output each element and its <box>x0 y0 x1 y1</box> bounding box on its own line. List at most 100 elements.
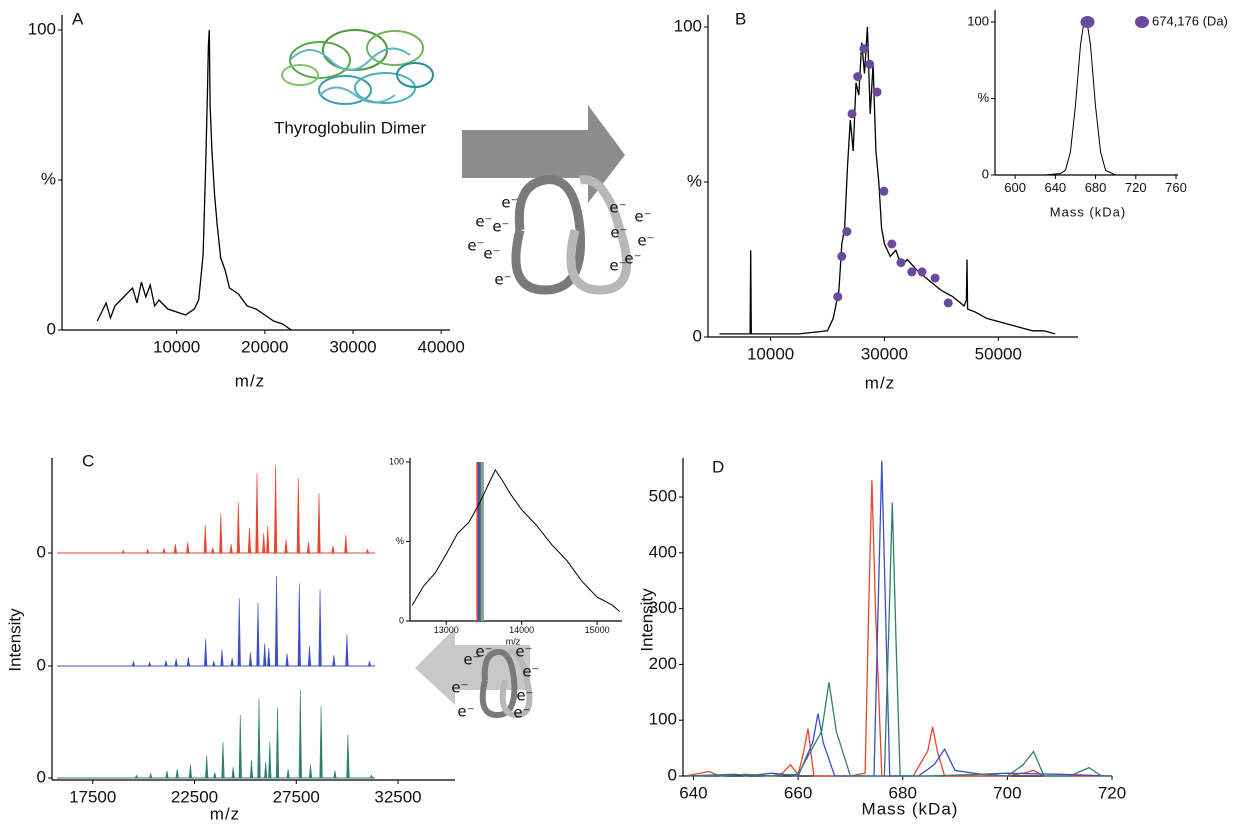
point <box>879 186 889 196</box>
panel-label: D <box>712 457 724 476</box>
electron-label: e⁻ <box>463 651 480 669</box>
peak <box>175 768 179 779</box>
peak <box>121 549 126 554</box>
peak <box>220 649 224 667</box>
point <box>887 239 897 249</box>
peak <box>273 464 278 554</box>
x-axis-label: m/z <box>235 371 265 390</box>
peak <box>162 547 166 554</box>
peak <box>333 770 337 779</box>
peak <box>268 741 272 779</box>
y-tick-label: 300 <box>649 598 677 617</box>
peak <box>275 707 280 779</box>
peak <box>331 545 335 554</box>
peak <box>248 652 253 667</box>
series-line <box>411 468 621 612</box>
y-tick-label: 0 <box>37 542 46 561</box>
peak <box>285 653 289 667</box>
x-tick-label: 40000 <box>418 337 465 356</box>
point <box>833 292 843 302</box>
electron-label: e⁻ <box>501 194 518 212</box>
panel-label: C <box>82 451 94 470</box>
point <box>847 109 857 119</box>
peak <box>306 542 311 554</box>
x-tick-label: 10000 <box>747 344 794 363</box>
y-tick-label: 100 <box>674 16 702 35</box>
point <box>837 251 847 261</box>
peak <box>164 660 168 667</box>
x-tick-label: 660 <box>784 783 812 802</box>
x-tick-label: 13000 <box>434 625 459 635</box>
peak <box>318 589 322 667</box>
protein-label: Thyroglobulin Dimer <box>274 118 426 137</box>
peak <box>369 774 374 779</box>
electron-label: e⁻ <box>610 224 627 242</box>
x-tick-label: 600 <box>1004 180 1026 195</box>
peak <box>131 660 136 667</box>
peak <box>298 689 302 779</box>
peak <box>134 774 139 779</box>
peak <box>308 764 313 779</box>
electron-label: e⁻ <box>475 213 492 231</box>
x-tick-label: 10000 <box>153 337 200 356</box>
point <box>943 298 953 308</box>
electron-label: e⁻ <box>609 257 626 275</box>
x-tick-label: 680 <box>1085 180 1107 195</box>
y-tick-label: 0 <box>693 326 702 345</box>
x-tick-label: 760 <box>1165 180 1187 195</box>
electron-label: e⁻ <box>515 643 532 661</box>
peak <box>204 638 208 667</box>
peak <box>173 543 177 554</box>
electron-label: e⁻ <box>475 643 492 661</box>
y-tick-label: % <box>687 171 702 190</box>
y-tick-label: 100 <box>389 456 404 466</box>
peak <box>365 548 370 554</box>
arrow <box>462 105 625 203</box>
peak <box>255 472 259 554</box>
electron-label: e⁻ <box>483 245 500 263</box>
electron-label: e⁻ <box>634 208 651 226</box>
x-tick-label: 17500 <box>69 787 116 806</box>
peak <box>296 478 300 554</box>
y-tick-label: 100 <box>967 13 989 28</box>
peak <box>221 741 225 779</box>
peak <box>229 543 233 554</box>
peak <box>263 643 267 667</box>
series-line <box>685 502 1112 777</box>
point <box>1080 16 1095 28</box>
point <box>930 273 940 283</box>
x-tick-label: 32500 <box>374 787 421 806</box>
peak <box>317 492 321 554</box>
point <box>872 87 882 97</box>
electron-label: e⁻ <box>467 237 484 255</box>
electron-label: e⁻ <box>451 679 468 697</box>
series-line <box>719 26 1056 335</box>
series-line <box>96 29 292 331</box>
x-tick-label: 50000 <box>975 344 1022 363</box>
peak <box>264 761 268 779</box>
coil <box>479 648 533 719</box>
x-axis-label: m/z <box>865 373 895 392</box>
y-axis-label: Intensity <box>637 588 656 652</box>
peak <box>230 657 234 667</box>
point <box>859 44 869 54</box>
peak <box>256 602 260 667</box>
electron-label: e⁻ <box>494 271 511 289</box>
y-tick-label: 0 <box>399 615 404 625</box>
peak <box>174 658 178 667</box>
point <box>917 267 927 277</box>
peak <box>236 502 240 554</box>
peak <box>345 634 349 667</box>
y-tick-label: 100 <box>649 710 677 729</box>
peak <box>212 660 216 667</box>
electron-label: e⁻ <box>516 687 533 705</box>
x-tick-label: 14000 <box>509 625 534 635</box>
electron-label: e⁻ <box>624 250 641 268</box>
y-tick-label: 500 <box>649 487 677 506</box>
x-axis-label: m/z <box>506 636 521 646</box>
y-tick-label: 0 <box>47 319 56 338</box>
x-tick-label: 640 <box>1044 180 1066 195</box>
x-tick-label: 22500 <box>171 787 218 806</box>
series-line <box>1045 21 1116 176</box>
